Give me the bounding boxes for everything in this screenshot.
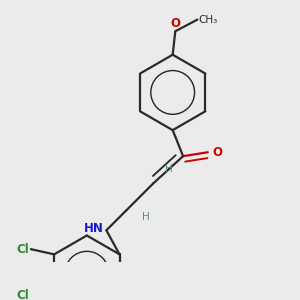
- Text: CH₃: CH₃: [199, 15, 218, 25]
- Text: HN: HN: [84, 223, 104, 236]
- Text: O: O: [170, 17, 180, 30]
- Text: O: O: [212, 146, 223, 159]
- Text: Cl: Cl: [17, 290, 29, 300]
- Text: Cl: Cl: [17, 243, 29, 256]
- Text: H: H: [142, 212, 149, 221]
- Text: H: H: [165, 164, 173, 174]
